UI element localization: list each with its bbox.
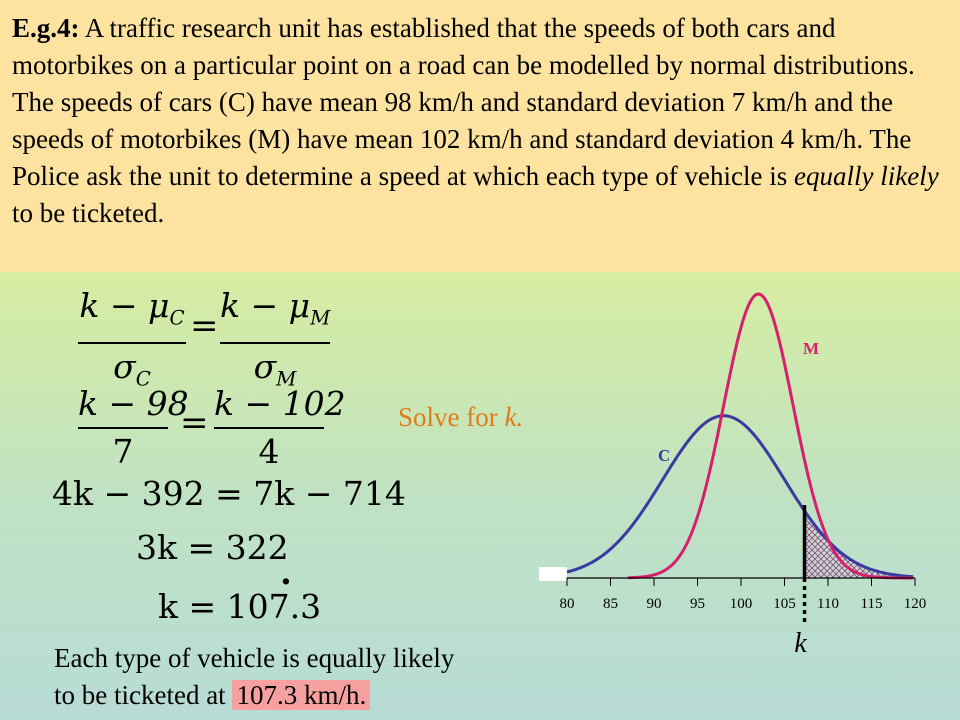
solve-instruction: Solve for k. bbox=[398, 402, 524, 432]
x-tick-label: 90 bbox=[647, 596, 662, 612]
curve-c bbox=[566, 414, 914, 579]
conclusion-line1: Each type of vehicle is equally likely bbox=[54, 643, 455, 673]
x-tick-label: 85 bbox=[603, 596, 618, 612]
x-tick-label: 95 bbox=[690, 596, 705, 612]
axis-left-box bbox=[539, 567, 567, 581]
x-tick-label: 120 bbox=[904, 596, 927, 612]
step1-right-fraction: k − μM σM bbox=[220, 286, 331, 391]
normal-distribution-chart: 80 85 90 95 100 105 110 115 120 k M C bbox=[539, 292, 927, 659]
tail-shading bbox=[804, 510, 915, 578]
x-tick-label: 110 bbox=[817, 596, 839, 612]
step2-right-fraction: k − 102 4 bbox=[214, 384, 346, 471]
x-tick-label: 115 bbox=[861, 596, 883, 612]
step2-left-fraction: k − 98 7 bbox=[78, 384, 189, 471]
series-label-c: C bbox=[658, 446, 670, 465]
problem-text: E.g.4: A traffic research unit has estab… bbox=[12, 10, 947, 232]
step1-left-fraction: k − μC σC bbox=[78, 286, 186, 391]
problem-body: A traffic research unit has established … bbox=[12, 13, 915, 191]
step2-equals: = bbox=[180, 403, 209, 443]
step3-equation: 4k − 392 = 7k − 714 bbox=[52, 474, 406, 513]
problem-tail: to be ticketed. bbox=[12, 198, 165, 228]
step4-equation: 3k = 322 bbox=[136, 528, 289, 567]
problem-statement: E.g.4: A traffic research unit has estab… bbox=[0, 0, 960, 272]
curve-m bbox=[627, 292, 914, 580]
x-tick-label: 80 bbox=[560, 596, 575, 612]
k-marker-label: k bbox=[794, 628, 807, 659]
series-label-m: M bbox=[803, 339, 819, 358]
step1-equals: = bbox=[190, 306, 219, 346]
problem-emphasis: equally likely bbox=[794, 161, 939, 191]
answer-highlight: 107.3 km/h. bbox=[232, 680, 371, 710]
x-tick-label: 105 bbox=[773, 596, 796, 612]
conclusion-line2: to be ticketed at 107.3 km/h. bbox=[54, 677, 454, 714]
x-tick-label: 100 bbox=[730, 596, 753, 612]
step5-equation: k = 107.3 bbox=[158, 587, 322, 626]
conclusion: Each type of vehicle is equally likely t… bbox=[54, 640, 454, 714]
example-label: E.g.4: bbox=[12, 13, 80, 43]
recurring-dot: · bbox=[280, 562, 292, 602]
